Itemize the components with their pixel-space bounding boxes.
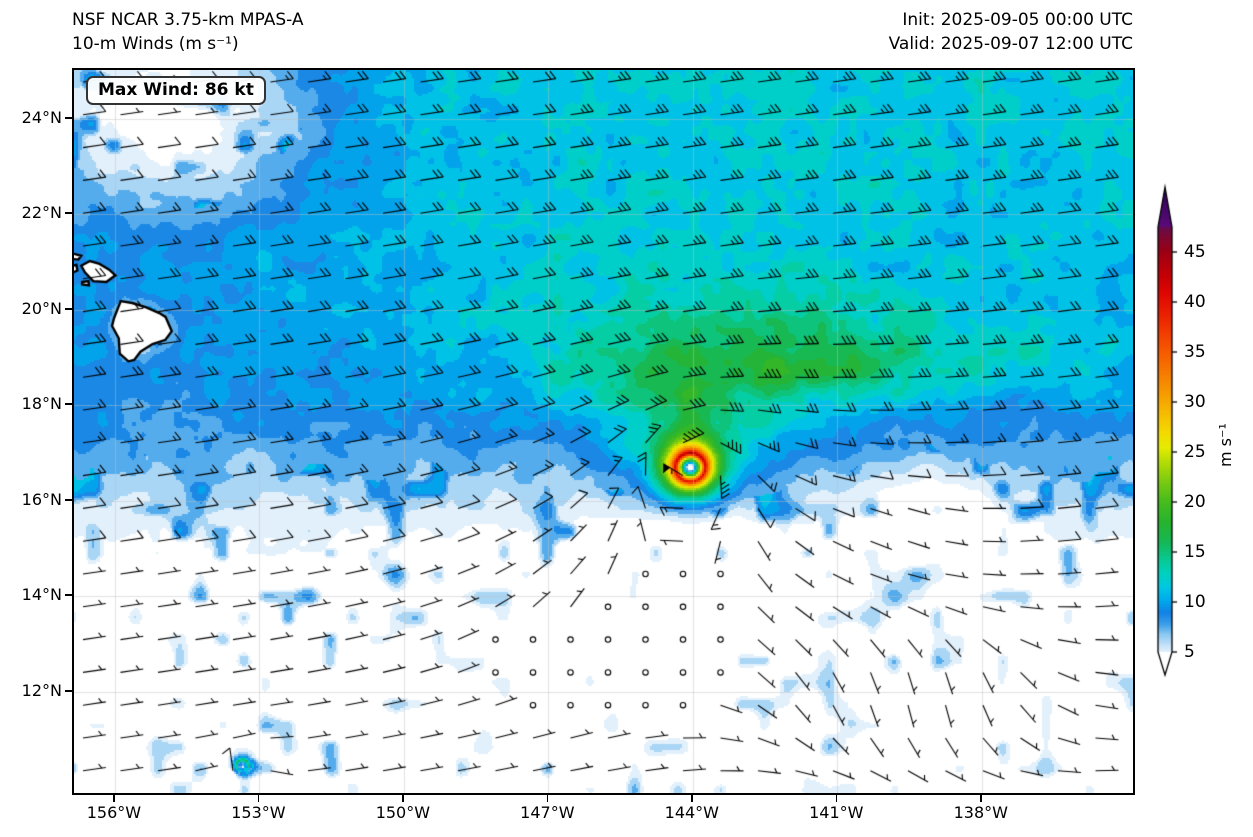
x-axis-tick bbox=[113, 795, 115, 802]
x-axis-tick-label: 144°W bbox=[664, 803, 719, 822]
x-axis-tick bbox=[257, 795, 260, 802]
colorbar-tick-label: 5 bbox=[1184, 642, 1195, 662]
wind-map-canvas bbox=[74, 70, 1133, 793]
y-axis-tick-label: 22°N bbox=[21, 203, 62, 223]
max-wind-badge: Max Wind: 86 kt bbox=[86, 76, 266, 105]
map-axes bbox=[72, 68, 1135, 795]
x-axis-tick-label: 147°W bbox=[520, 803, 575, 822]
run-times: Init: 2025-09-05 00:00 UTC Valid: 2025-0… bbox=[733, 8, 1133, 56]
y-axis-tick bbox=[65, 403, 72, 406]
y-axis-tick-label: 16°N bbox=[21, 489, 62, 509]
colorbar-tick-label: 40 bbox=[1184, 292, 1206, 312]
x-axis-tick-label: 153°W bbox=[231, 803, 286, 822]
colorbar-tick-label: 15 bbox=[1184, 542, 1206, 562]
x-axis-tick-label: 150°W bbox=[375, 803, 431, 822]
colorbar-tick-label: 30 bbox=[1184, 392, 1206, 412]
y-axis-tick bbox=[65, 212, 72, 215]
colorbar-tick-label: 10 bbox=[1184, 592, 1206, 612]
y-axis-tick bbox=[65, 116, 72, 119]
colorbar-tick-label: 45 bbox=[1184, 242, 1206, 262]
x-axis-tick-label: 156°W bbox=[86, 803, 142, 822]
y-axis-tick-label: 20°N bbox=[21, 298, 62, 318]
y-axis-tick bbox=[65, 498, 72, 501]
title-line-2: 10-m Winds (m s⁻¹) bbox=[72, 34, 239, 54]
colorbar-tick-label: 25 bbox=[1184, 442, 1206, 462]
colorbar-tick-label: 20 bbox=[1184, 492, 1206, 512]
plot-title: NSF NCAR 3.75-km MPAS-A 10-m Winds (m s⁻… bbox=[72, 8, 304, 56]
x-axis-tick bbox=[691, 795, 693, 802]
y-axis-tick-label: 18°N bbox=[21, 394, 62, 414]
y-axis-tick bbox=[65, 307, 72, 310]
y-axis-tick bbox=[65, 689, 72, 692]
x-axis-tick bbox=[835, 795, 838, 802]
x-axis-tick bbox=[402, 795, 404, 802]
x-axis-tick-label: 138°W bbox=[953, 803, 1008, 822]
colorbar bbox=[1150, 180, 1190, 700]
y-axis-tick-label: 14°N bbox=[21, 585, 62, 605]
init-time: Init: 2025-09-05 00:00 UTC bbox=[902, 10, 1133, 30]
x-axis-tick-label: 141°W bbox=[809, 803, 864, 822]
title-line-1: NSF NCAR 3.75-km MPAS-A bbox=[72, 10, 304, 30]
y-axis-tick-label: 12°N bbox=[21, 680, 62, 700]
x-axis-tick bbox=[546, 795, 549, 802]
colorbar-tick-label: 35 bbox=[1184, 342, 1206, 362]
valid-time: Valid: 2025-09-07 12:00 UTC bbox=[888, 34, 1133, 54]
x-axis-tick bbox=[979, 795, 982, 802]
y-axis-tick bbox=[65, 594, 72, 597]
y-axis-tick-label: 24°N bbox=[21, 107, 62, 127]
